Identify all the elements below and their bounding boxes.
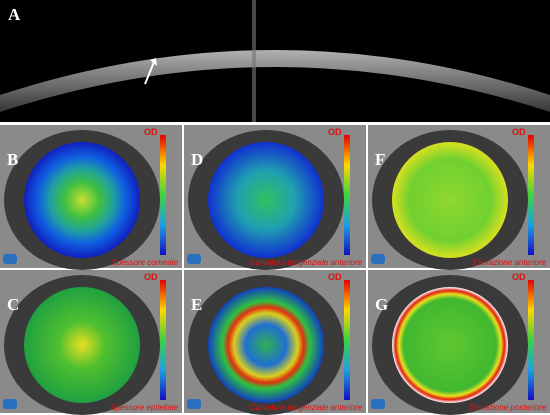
- panel-label: F: [375, 150, 385, 169]
- map-caption: Spessore corneale: [111, 258, 178, 267]
- eye-badge: OD: [328, 272, 342, 282]
- map-caption: Curvatura tangenziale anteriore: [250, 258, 363, 267]
- logo: [187, 254, 201, 264]
- logo: [371, 399, 385, 409]
- map-caption: Elevazione anteriore: [473, 258, 546, 267]
- map-caption: Elevazione posteriore: [469, 403, 546, 412]
- panel-label: D: [191, 150, 203, 169]
- map-caption: Curvatura tangenziale anteriore: [250, 403, 363, 412]
- topography-map: [392, 287, 508, 403]
- topography-map: [392, 142, 508, 258]
- topography-map: [208, 142, 324, 258]
- logo: [187, 399, 201, 409]
- panel-label: B: [7, 150, 18, 169]
- topography-map: [208, 287, 324, 403]
- panel-label: G: [375, 295, 388, 314]
- color-scale: [160, 135, 166, 255]
- color-scale: [344, 280, 350, 400]
- eye-badge: OD: [144, 127, 158, 137]
- panel-label: A: [8, 5, 21, 24]
- color-scale: [528, 135, 534, 255]
- panel-label: E: [191, 295, 202, 314]
- logo: [3, 254, 17, 264]
- color-scale: [344, 135, 350, 255]
- topography-map: [24, 287, 140, 403]
- eye-badge: OD: [144, 272, 158, 282]
- eye-badge: OD: [512, 127, 526, 137]
- reflex-line: [252, 0, 256, 122]
- color-scale: [160, 280, 166, 400]
- eye-badge: OD: [512, 272, 526, 282]
- cornea-arc: [0, 50, 550, 112]
- eye-badge: OD: [328, 127, 342, 137]
- logo: [3, 399, 17, 409]
- topography-map: [24, 142, 140, 258]
- color-scale: [528, 280, 534, 400]
- logo: [371, 254, 385, 264]
- arrow: [144, 61, 155, 85]
- panel-label: C: [7, 295, 19, 314]
- map-caption: Spessore epiteliale: [110, 403, 178, 412]
- arrow-head: [150, 58, 157, 66]
